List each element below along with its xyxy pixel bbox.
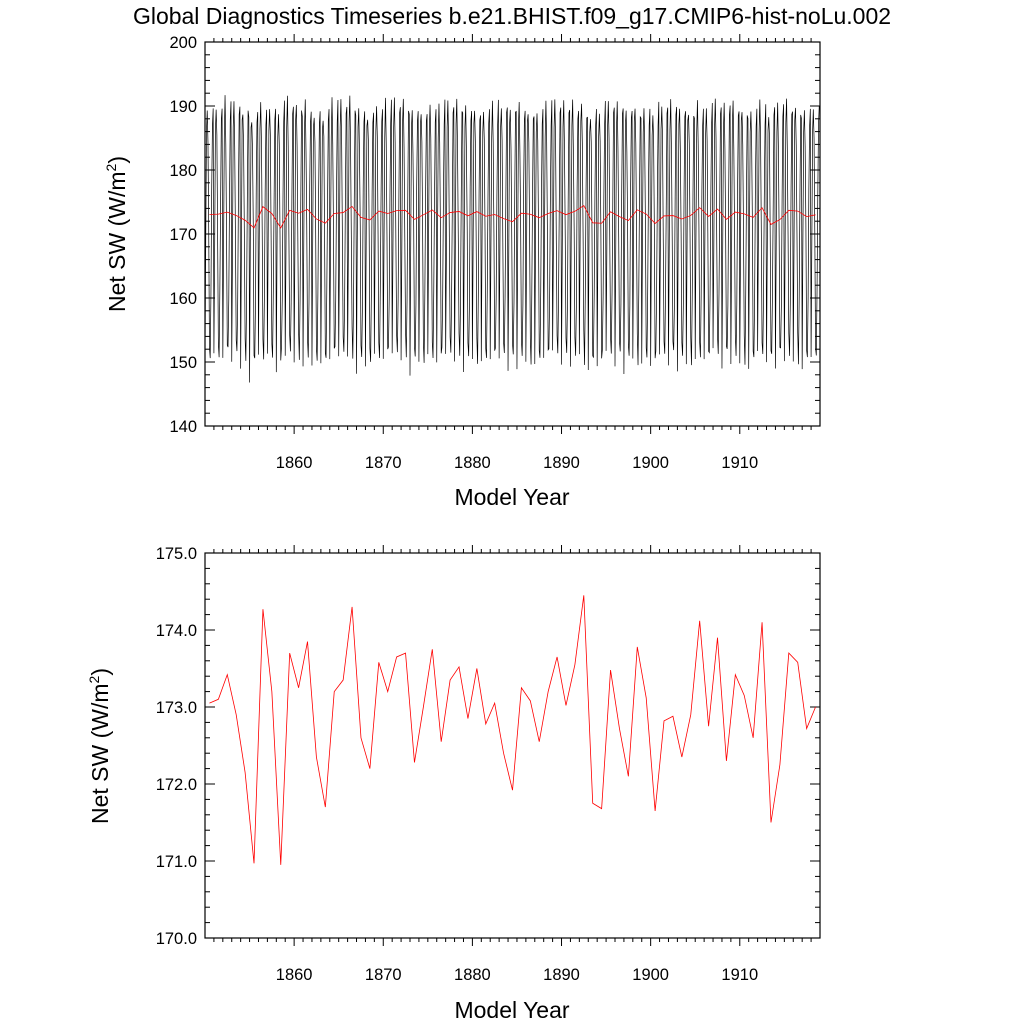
top-y-axis-label: Net SW (W/m2)	[103, 156, 130, 312]
y-tick-label: 170	[169, 226, 197, 244]
top-x-axis-label: Model Year	[454, 484, 569, 510]
x-tick-label: 1910	[721, 454, 758, 472]
bottom-y-axis-label: Net SW (W/m2)	[86, 668, 113, 824]
y-tick-label: 174.0	[156, 622, 197, 640]
bottom-panel-ticks	[205, 545, 820, 946]
chart-title: Global Diagnostics Timeseries b.e21.BHIS…	[133, 3, 891, 29]
x-tick-label: 1880	[454, 966, 491, 984]
x-tick-label: 1880	[454, 454, 491, 472]
x-tick-label: 1870	[365, 454, 402, 472]
x-tick-label: 1860	[276, 966, 313, 984]
y-tick-label: 190	[169, 98, 197, 116]
monthly-series-line	[204, 95, 820, 383]
x-tick-label: 1860	[276, 454, 313, 472]
x-tick-label: 1890	[543, 454, 580, 472]
y-tick-label: 150	[169, 354, 197, 372]
bottom-panel-series	[209, 595, 816, 865]
x-tick-label: 1900	[632, 454, 669, 472]
y-tick-label: 175.0	[156, 545, 197, 563]
y-tick-label: 160	[169, 290, 197, 308]
y-tick-label: 180	[169, 162, 197, 180]
y-tick-label: 173.0	[156, 699, 197, 717]
top-panel: 1860 1870 1880 1890 1900 1910 140 150 160 170 180 1…	[103, 34, 821, 510]
bottom-panel-tick-labels: 1860 1870 1880 1890 1900 1910 170.0 171.0 172.0 1…	[156, 545, 758, 984]
y-tick-label: 170.0	[156, 930, 197, 948]
annual-mean-series-line	[209, 595, 816, 865]
y-tick-label: 140	[169, 418, 197, 436]
top-panel-frame	[204, 41, 821, 427]
bottom-x-axis-label: Model Year	[454, 997, 569, 1023]
x-tick-label: 1890	[543, 966, 580, 984]
y-tick-label: 172.0	[156, 776, 197, 794]
y-tick-label: 200	[169, 34, 197, 52]
bottom-panel-frame	[204, 552, 821, 939]
top-panel-ticks	[205, 34, 820, 434]
y-tick-label: 171.0	[156, 853, 197, 871]
annual-mean-series-line	[209, 204, 816, 229]
top-panel-series	[204, 95, 820, 383]
bottom-panel: 1860 1870 1880 1890 1900 1910 170.0 171.0 172.0 1…	[86, 545, 821, 1023]
x-tick-label: 1910	[721, 966, 758, 984]
top-panel-tick-labels: 1860 1870 1880 1890 1900 1910 140 150 160 170 180 1…	[169, 34, 758, 472]
x-tick-label: 1870	[365, 966, 402, 984]
x-tick-label: 1900	[632, 966, 669, 984]
